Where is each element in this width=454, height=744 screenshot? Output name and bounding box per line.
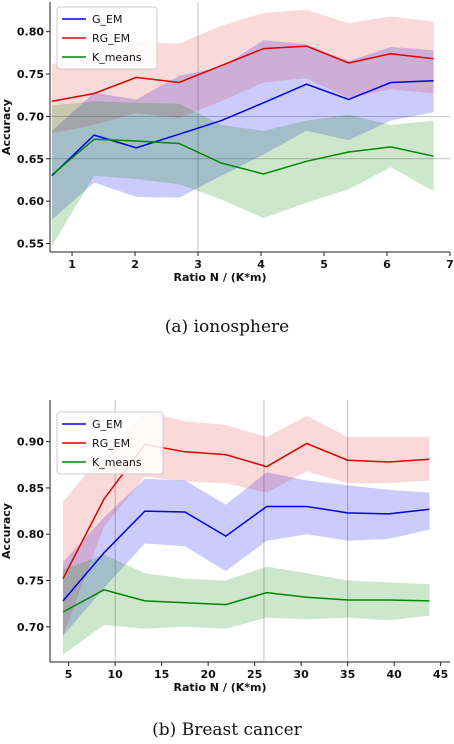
x-tick-label: 4 [257, 258, 265, 271]
y-tick-label: 0.60 [17, 195, 44, 208]
x-tick-label: 40 [387, 668, 403, 681]
chart-panel-2: 5 10 15 20 25 30 35 40 45 0.70 0.75 0.80 0.85 0.90 Rat… [0, 400, 450, 740]
y-axis-label: Accuracy [0, 99, 13, 155]
y-tick-label: 0.75 [17, 575, 44, 588]
x-tick-label: 3 [194, 258, 202, 271]
y-axis-label: Accuracy [0, 503, 13, 559]
legend-entry-g-em: G_EM [92, 13, 122, 26]
x-tick-label: 10 [107, 668, 123, 681]
x-tick-label: 15 [154, 668, 169, 681]
x-tick-label: 20 [200, 668, 216, 681]
y-tick-label: 0.70 [17, 621, 44, 634]
y-tick-label: 0.70 [17, 110, 44, 123]
legend: G_EM RG_EM K_means [56, 6, 158, 70]
y-tick-label: 0.85 [17, 482, 44, 495]
figure-caption: (a) ionosphere [165, 317, 289, 337]
series-line-g-em [51, 80, 434, 177]
x-tick-label: 2 [131, 258, 139, 271]
band-k-means [51, 101, 434, 247]
series-line-g-em [62, 505, 430, 602]
y-tick-label: 0.90 [17, 436, 44, 449]
y-tick-label: 0.75 [17, 68, 44, 81]
x-tick-label: 35 [340, 668, 355, 681]
series-line-k-means [62, 588, 430, 613]
legend-box [56, 411, 164, 475]
x-tick-label: 6 [383, 258, 391, 271]
y-tick-label: 0.65 [17, 153, 44, 166]
series-line-rg-em [51, 45, 434, 102]
x-tick-label: 7 [446, 258, 454, 271]
legend-entry-k-means: K_means [92, 51, 142, 64]
x-tick-label: 30 [294, 668, 310, 681]
legend: G_EM RG_EM K_means [56, 411, 164, 475]
band-k-means [63, 554, 430, 655]
y-tick-label: 0.55 [17, 238, 44, 251]
legend-box [56, 6, 158, 70]
y-tick-label: 0.80 [17, 26, 44, 39]
x-axis-label: Ratio N / (K*m) [174, 271, 267, 284]
figure-caption: (b) Breast cancer [152, 720, 303, 740]
legend-entry-g-em: G_EM [92, 418, 122, 431]
legend-entry-rg-em: RG_EM [92, 32, 130, 45]
y-tick-label: 0.80 [17, 528, 44, 541]
legend-entry-k-means: K_means [92, 456, 142, 469]
x-tick-label: 25 [247, 668, 262, 681]
x-tick-label: 45 [433, 668, 448, 681]
x-tick-label: 1 [68, 258, 76, 271]
x-tick-label: 5 [65, 668, 73, 681]
band-g-em [63, 472, 430, 637]
x-axis-label: Ratio N / (K*m) [174, 681, 267, 694]
legend-entry-rg-em: RG_EM [92, 437, 130, 450]
band-rg-em [51, 9, 434, 134]
band-g-em [51, 40, 434, 220]
series-line-k-means [51, 138, 434, 176]
x-tick-label: 5 [320, 258, 328, 271]
chart-panel-1: 1 2 3 4 5 6 7 0.55 0.60 0.65 0.70 0.75 0.80 Ratio N /… [0, 2, 454, 337]
